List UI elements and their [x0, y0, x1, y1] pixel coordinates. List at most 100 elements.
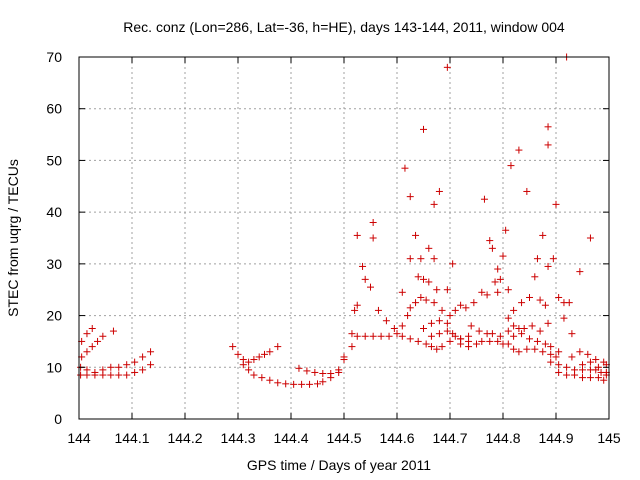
data-point — [335, 366, 343, 374]
data-point — [579, 374, 586, 382]
data-point — [83, 371, 91, 379]
data-point — [374, 306, 382, 314]
data-point — [494, 337, 502, 345]
data-points — [77, 53, 610, 388]
data-point — [88, 325, 96, 332]
data-point — [266, 348, 274, 356]
data-point — [536, 327, 544, 335]
data-point — [549, 255, 557, 263]
data-point — [544, 262, 552, 270]
data-point — [245, 358, 253, 366]
data-point — [406, 335, 414, 343]
data-point — [536, 296, 544, 304]
data-point — [600, 358, 608, 366]
data-point — [404, 312, 412, 320]
data-point — [422, 340, 430, 348]
data-point — [107, 371, 115, 379]
data-point — [109, 327, 117, 335]
y-tick-label: 30 — [46, 256, 62, 272]
chart-title: Rec. conz (Lon=286, Lat=-36, h=HE), days… — [123, 19, 565, 35]
data-point — [541, 340, 549, 348]
x-tick-labels: 144 144.1 144.2 144.3 144.4 144.5 144.6 144.7 14… — [67, 430, 621, 446]
data-point — [420, 325, 427, 332]
y-tick-label: 40 — [46, 204, 62, 220]
data-point — [417, 293, 425, 301]
data-point — [446, 337, 454, 345]
data-point — [555, 361, 563, 369]
data-point — [351, 306, 359, 314]
data-point — [528, 322, 536, 330]
data-point — [417, 255, 425, 263]
data-point — [480, 195, 488, 203]
data-point — [504, 327, 512, 335]
data-point — [504, 314, 512, 322]
data-point — [282, 380, 290, 388]
data-point — [398, 322, 406, 330]
data-point — [565, 299, 573, 307]
data-point — [401, 164, 409, 172]
x-tick-label: 145 — [597, 430, 621, 446]
data-point — [361, 275, 369, 283]
data-point — [592, 356, 600, 364]
grid-lines — [79, 57, 609, 419]
data-point — [261, 350, 268, 358]
data-point — [584, 350, 592, 358]
data-point — [99, 332, 107, 340]
data-point — [258, 374, 266, 382]
data-point — [353, 332, 361, 340]
y-axis-label: STEC from uqrg / TECUs — [5, 159, 21, 317]
data-point — [443, 327, 451, 335]
data-point — [420, 275, 427, 283]
data-point — [348, 330, 356, 338]
data-point — [526, 293, 533, 301]
data-point — [510, 332, 518, 340]
data-point — [555, 293, 563, 301]
data-point — [438, 343, 446, 351]
data-point — [533, 337, 541, 345]
data-point — [544, 123, 552, 131]
data-point — [99, 371, 107, 379]
x-tick-label: 144.5 — [326, 430, 361, 446]
data-point — [449, 260, 457, 268]
data-point — [430, 255, 438, 263]
data-point — [425, 278, 433, 286]
data-point — [319, 369, 327, 377]
data-point — [473, 340, 480, 348]
data-point — [250, 371, 258, 379]
data-point — [422, 296, 430, 304]
y-tick-labels: 0 10 20 30 40 50 60 70 — [46, 49, 62, 427]
data-point — [586, 358, 594, 366]
data-point — [491, 278, 499, 286]
data-point — [478, 337, 486, 345]
data-point — [502, 226, 510, 234]
data-point — [496, 332, 504, 340]
data-point — [576, 268, 584, 276]
data-point — [496, 275, 504, 283]
data-point — [353, 301, 361, 309]
data-point — [457, 301, 465, 309]
data-point — [494, 265, 502, 273]
data-point — [147, 361, 155, 369]
x-tick-label: 144.2 — [167, 430, 202, 446]
data-point — [510, 345, 518, 353]
data-point — [369, 234, 377, 242]
data-point — [470, 299, 478, 307]
data-point — [274, 343, 282, 351]
data-point — [427, 332, 435, 340]
data-point — [531, 345, 539, 353]
x-tick-label: 144.3 — [220, 430, 255, 446]
data-point — [451, 332, 459, 340]
data-point — [435, 187, 443, 195]
data-point — [406, 193, 414, 201]
data-point — [435, 330, 443, 338]
data-point — [552, 353, 560, 361]
data-point — [526, 335, 533, 343]
data-point — [139, 353, 147, 361]
data-point — [443, 319, 451, 327]
data-point — [523, 345, 531, 353]
data-point — [541, 301, 549, 309]
x-tick-label: 144.1 — [114, 430, 149, 446]
data-point — [486, 237, 494, 245]
data-point — [398, 288, 406, 296]
data-point — [298, 380, 306, 388]
